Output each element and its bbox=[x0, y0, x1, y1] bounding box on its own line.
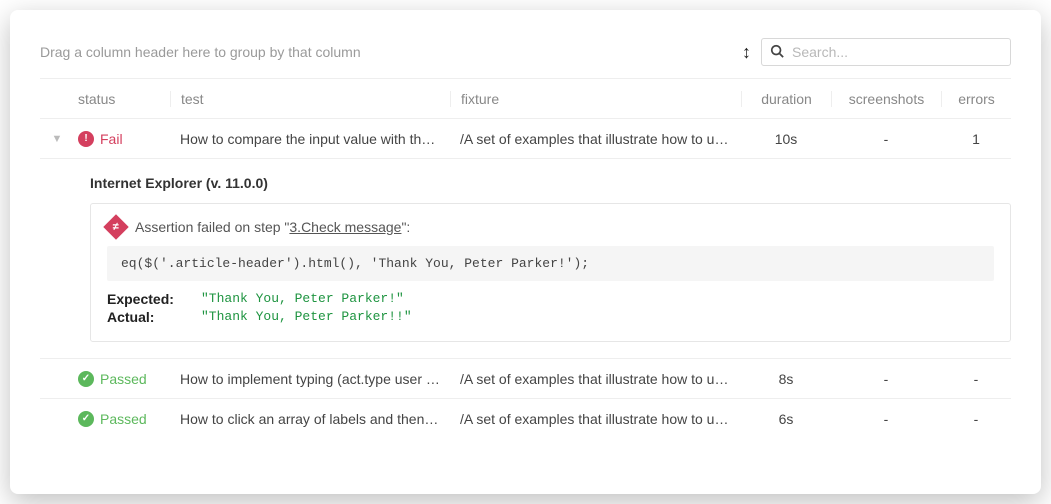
results-table: status test fixture duration screenshots… bbox=[40, 78, 1011, 438]
expected-label: Expected: bbox=[107, 291, 187, 307]
assertion-prefix: Assertion failed on step " bbox=[135, 219, 289, 235]
fail-icon: ! bbox=[78, 131, 94, 147]
table-header: status test fixture duration screenshots… bbox=[40, 78, 1011, 118]
search-input[interactable] bbox=[790, 43, 1002, 61]
expected-row: Expected: "Thank You, Peter Parker!" bbox=[107, 291, 994, 307]
table-row[interactable]: ✓ Passed How to implement typing (act.ty… bbox=[40, 358, 1011, 398]
cell-test: How to implement typing (act.type user a… bbox=[170, 371, 450, 387]
group-by-hint[interactable]: Drag a column header here to group by th… bbox=[40, 44, 361, 60]
actual-row: Actual: "Thank You, Peter Parker!!" bbox=[107, 309, 994, 325]
cell-duration: 10s bbox=[741, 131, 831, 147]
column-fixture[interactable]: fixture bbox=[450, 91, 741, 107]
assertion-code: eq($('.article-header').html(), 'Thank Y… bbox=[107, 246, 994, 281]
pass-icon: ✓ bbox=[78, 371, 94, 387]
cell-screenshots: - bbox=[831, 371, 941, 387]
assertion-step-link[interactable]: 3.Check message bbox=[289, 219, 401, 235]
status-cell: ✓ Passed bbox=[78, 371, 170, 387]
assertion-text: Assertion failed on step "3.Check messag… bbox=[135, 219, 410, 235]
cell-test: How to click an array of labels and then… bbox=[170, 411, 450, 427]
cell-screenshots: - bbox=[831, 411, 941, 427]
cell-test: How to compare the input value with the … bbox=[170, 131, 450, 147]
cell-screenshots: - bbox=[831, 131, 941, 147]
actual-value: "Thank You, Peter Parker!!" bbox=[201, 309, 412, 325]
status-label: Passed bbox=[100, 371, 147, 387]
column-duration[interactable]: duration bbox=[741, 91, 831, 107]
status-cell: ! Fail bbox=[78, 131, 170, 147]
report-panel: Drag a column header here to group by th… bbox=[22, 18, 1029, 486]
cell-errors: 1 bbox=[941, 131, 1011, 147]
actual-label: Actual: bbox=[107, 309, 187, 325]
expected-value: "Thank You, Peter Parker!" bbox=[201, 291, 404, 307]
toolbar-right: ↕ bbox=[742, 38, 1011, 66]
cell-errors: - bbox=[941, 411, 1011, 427]
column-status[interactable]: status bbox=[74, 91, 170, 107]
cell-fixture: /A set of examples that illustrate how t… bbox=[450, 371, 741, 387]
assertion-suffix: ": bbox=[401, 219, 410, 235]
pass-icon: ✓ bbox=[78, 411, 94, 427]
toolbar: Drag a column header here to group by th… bbox=[40, 32, 1011, 78]
browser-label: Internet Explorer (v. 11.0.0) bbox=[90, 175, 1011, 191]
search-box[interactable] bbox=[761, 38, 1011, 66]
table-row[interactable]: ▼ ! Fail How to compare the input value … bbox=[40, 118, 1011, 158]
table-row[interactable]: ✓ Passed How to click an array of labels… bbox=[40, 398, 1011, 438]
cell-fixture: /A set of examples that illustrate how t… bbox=[450, 411, 741, 427]
column-test[interactable]: test bbox=[170, 91, 450, 107]
sort-toggle-icon[interactable]: ↕ bbox=[742, 42, 751, 63]
status-label: Passed bbox=[100, 411, 147, 427]
status-cell: ✓ Passed bbox=[78, 411, 170, 427]
status-label: Fail bbox=[100, 131, 123, 147]
column-screenshots[interactable]: screenshots bbox=[831, 91, 941, 107]
collapse-icon[interactable]: ▼ bbox=[52, 133, 63, 145]
search-icon bbox=[770, 44, 784, 61]
column-errors[interactable]: errors bbox=[941, 91, 1011, 107]
row-detail: Internet Explorer (v. 11.0.0) ≠ Assertio… bbox=[40, 158, 1011, 358]
assertion-fail-icon: ≠ bbox=[103, 214, 128, 239]
assertion-header: ≠ Assertion failed on step "3.Check mess… bbox=[107, 218, 994, 236]
assertion-box: ≠ Assertion failed on step "3.Check mess… bbox=[90, 203, 1011, 342]
cell-duration: 6s bbox=[741, 411, 831, 427]
cell-errors: - bbox=[941, 371, 1011, 387]
cell-duration: 8s bbox=[741, 371, 831, 387]
cell-fixture: /A set of examples that illustrate how t… bbox=[450, 131, 741, 147]
